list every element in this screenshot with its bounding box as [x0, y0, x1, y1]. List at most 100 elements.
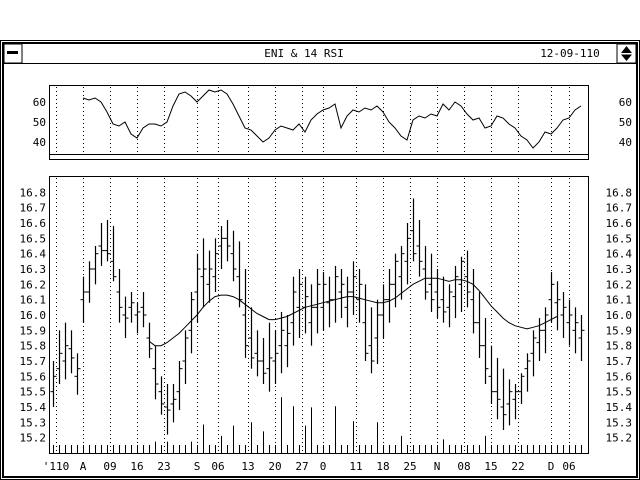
ohlc-bar	[464, 250, 471, 308]
date-tick-label: '110	[43, 460, 70, 473]
rsi-axis-labels: 60 60 50 50 40 40	[33, 96, 632, 149]
ohlc-bar	[212, 238, 219, 292]
ohlc-bar	[260, 338, 267, 384]
date-tick-label: 06	[562, 460, 575, 473]
price-tick-label-right: 16.7	[606, 202, 633, 215]
ohlc-bar	[380, 284, 387, 338]
rsi-panel	[49, 85, 589, 160]
ohlc-bar	[290, 276, 297, 346]
ohlc-bar	[296, 269, 303, 338]
volume-series	[53, 397, 582, 453]
price-tick-label-right: 16.8	[606, 186, 633, 199]
ohlc-bar	[554, 281, 561, 331]
ohlc-bar	[410, 198, 417, 262]
rsi-line	[82, 89, 582, 149]
vertical-gridlines	[56, 87, 570, 452]
ohlc-bar	[74, 353, 81, 395]
ohlc-bar	[86, 261, 93, 303]
ohlc-bar	[434, 269, 441, 319]
ohlc-bar	[92, 246, 99, 285]
ohlc-bar	[206, 250, 213, 303]
price-tick-label-right: 15.3	[606, 416, 633, 429]
ohlc-bar	[116, 269, 123, 323]
ohlc-bar	[80, 276, 87, 323]
ohlc-bar	[140, 292, 147, 328]
ohlc-bar	[320, 272, 327, 331]
ohlc-bar	[314, 269, 321, 334]
price-tick-label-left: 16.2	[20, 278, 47, 291]
ohlc-bar	[344, 276, 351, 328]
date-tick-label: 08	[457, 460, 470, 473]
date-tick-label: 0	[320, 460, 327, 473]
system-menu-button[interactable]	[3, 43, 23, 64]
ohlc-bar	[266, 322, 273, 392]
price-tick-label-right: 15.6	[606, 370, 633, 383]
ohlc-bar	[548, 272, 555, 323]
date-tick-label: 23	[157, 460, 170, 473]
rsi-tick-label-right: 60	[619, 96, 632, 109]
date-tick-label: 11	[349, 460, 362, 473]
ohlc-bar	[176, 361, 183, 411]
date-tick-label: 13	[241, 460, 254, 473]
price-tick-label-right: 15.9	[606, 324, 633, 337]
rsi-tick-label-right: 40	[619, 136, 632, 149]
price-tick-label-left: 16.1	[20, 294, 47, 307]
ohlc-bar	[50, 361, 57, 407]
date-tick-label: 27	[295, 460, 308, 473]
ohlc-bar	[338, 269, 345, 319]
maximize-button[interactable]	[616, 43, 637, 64]
price-tick-label-right: 15.2	[606, 432, 633, 445]
ohlc-bar	[578, 315, 585, 361]
price-tick-label-right: 16.4	[606, 248, 633, 261]
window-top-rule	[2, 42, 638, 44]
ohlc-bar	[422, 246, 429, 300]
ohlc-bar	[374, 299, 381, 365]
date-tick-label: N	[434, 460, 441, 473]
ohlc-bar	[308, 284, 315, 346]
ohlc-bar	[488, 345, 495, 404]
price-tick-label-right: 16.6	[606, 217, 633, 230]
price-tick-label-left: 15.8	[20, 340, 47, 353]
date-tick-label: S	[194, 460, 201, 473]
window-bottom-rule	[2, 476, 638, 478]
date-tick-label: 09	[103, 460, 116, 473]
ohlc-bar	[386, 269, 393, 323]
date-tick-label: 20	[268, 460, 281, 473]
ohlc-bar	[230, 230, 237, 282]
ohlc-bar	[134, 302, 141, 334]
window-right-rule	[636, 42, 638, 478]
window-border	[0, 40, 640, 480]
date-tick-label: 15	[484, 460, 497, 473]
chart-canvas: ENI & 14 RSI 12-09-110 60 60 50 50 40 40 16.8…	[0, 40, 640, 480]
ohlc-bar	[146, 322, 153, 358]
price-tick-label-left: 16.4	[20, 248, 47, 261]
price-tick-label-left: 15.7	[20, 355, 47, 368]
price-tick-label-left: 16.0	[20, 309, 47, 322]
arrow-up-icon	[621, 46, 632, 53]
ohlc-bar	[356, 269, 363, 323]
price-tick-label-right: 16.2	[606, 278, 633, 291]
ohlc-bar	[470, 269, 477, 334]
date-tick-label: 18	[376, 460, 389, 473]
menu-bar-icon	[7, 51, 18, 54]
ohlc-bar	[518, 373, 525, 404]
price-tick-label-right: 16.3	[606, 263, 633, 276]
ohlc-bar	[182, 330, 189, 384]
date-tick-label: 06	[211, 460, 224, 473]
date-tick-label: 16	[130, 460, 143, 473]
price-tick-label-right: 16.1	[606, 294, 633, 307]
rsi-tick-label-right: 50	[619, 116, 632, 129]
ohlc-bar	[254, 330, 261, 377]
ohlc-bar	[224, 219, 231, 262]
ohlc-bar	[152, 345, 159, 400]
ohlc-bar	[560, 292, 567, 338]
ohlc-bar	[416, 219, 423, 277]
ohlc-bar	[506, 379, 513, 426]
price-tick-label-left: 16.8	[20, 186, 47, 199]
price-tick-label-left: 15.2	[20, 432, 47, 445]
ohlc-bar	[272, 330, 279, 384]
window-title: ENI & 14 RSI	[264, 47, 343, 60]
price-tick-label-left: 15.3	[20, 416, 47, 429]
ohlc-bar	[158, 376, 165, 415]
ohlc-bar	[446, 284, 453, 328]
